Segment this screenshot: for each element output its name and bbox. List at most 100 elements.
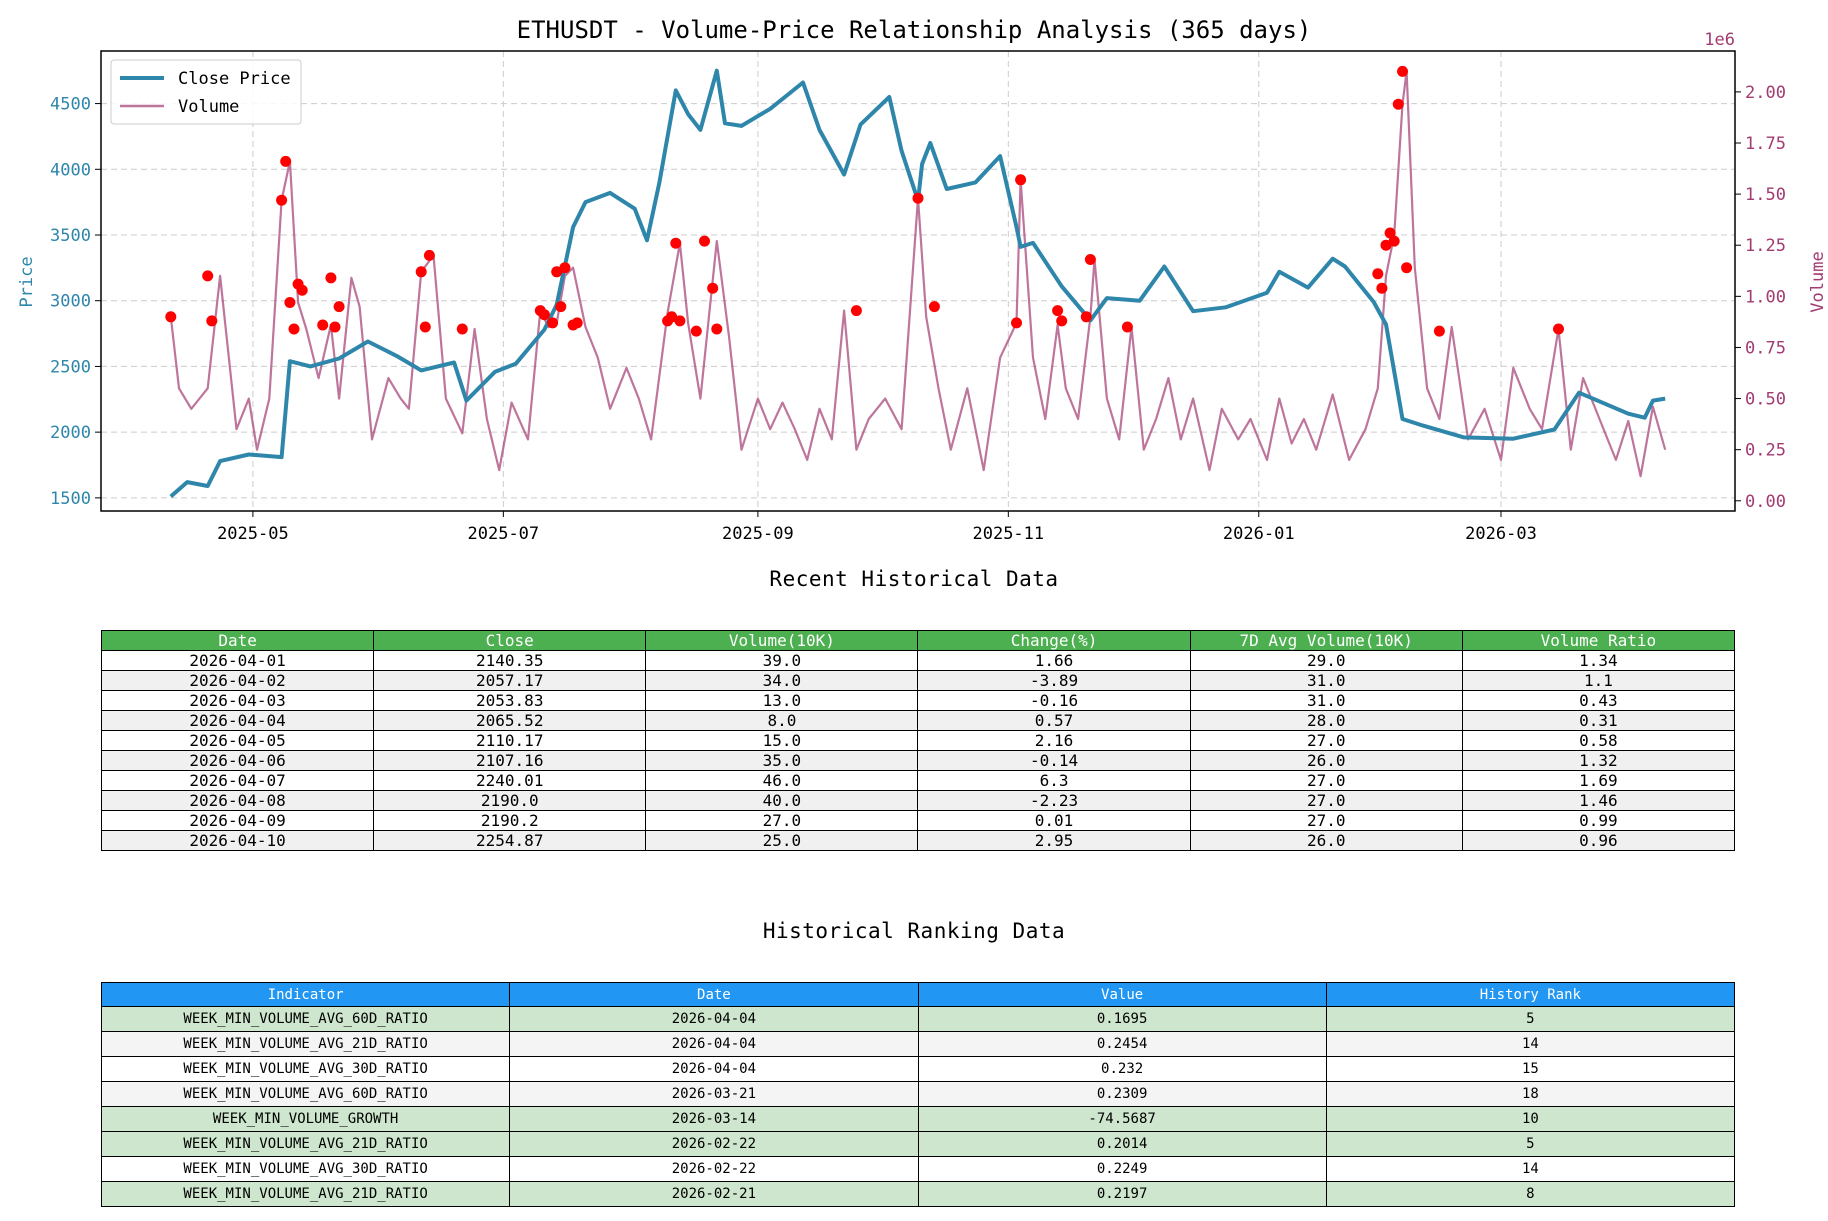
ranking-table-header-row: Indicator Date Value History Rank	[100, 982, 1736, 1007]
axes: 2025-05 2025-07 2025-09 2025-11 2026-01 2026-…	[50, 83, 1786, 544]
recent-table-cell: 27.0	[1189, 790, 1463, 811]
ranking-table-cell: 0.2309	[917, 1081, 1327, 1107]
volume-spike-point	[1084, 254, 1096, 265]
recent-table-cell: 1.34	[1461, 650, 1736, 671]
volume-spike-point	[551, 266, 563, 278]
volume-spike-point	[538, 309, 550, 321]
volume-spike-point	[1433, 325, 1445, 337]
ranking-table-cell: 10	[1325, 1106, 1736, 1132]
ranking-table-cell: 0.2249	[917, 1156, 1327, 1182]
y-axis-left-label: Price	[17, 256, 37, 307]
recent-table-cell: 0.57	[917, 710, 1191, 731]
recent-table-row: 2026-04-10 2254.87 25.0 2.95 26.0 0.96	[100, 830, 1736, 851]
recent-table-header-cell: 7D Avg Volume(10K)	[1189, 630, 1463, 651]
recent-table-header-cell: Close	[373, 630, 647, 651]
historical-ranking-table: Indicator Date Value History Rank WEEK_MIN_…	[100, 982, 1736, 1207]
recent-table-header-cell: Date	[100, 630, 375, 651]
y-left-tick-label: 3500	[50, 226, 91, 246]
ranking-table-cell: 2026-03-21	[509, 1081, 919, 1107]
legend-label-price: Close Price	[178, 69, 291, 89]
ranking-table-row: WEEK_MIN_VOLUME_AVG_21D_RATIO 2026-04-04 0…	[100, 1031, 1736, 1057]
volume-spike-point	[165, 311, 177, 323]
recent-table-cell: 40.0	[645, 790, 919, 811]
volume-spike-point	[1388, 235, 1400, 247]
ranking-table-cell: 14	[1325, 1156, 1736, 1182]
ranking-table-cell: 14	[1325, 1031, 1736, 1057]
y-right-tick-label: 1.75	[1745, 134, 1786, 154]
recent-table-cell: 15.0	[645, 730, 919, 751]
recent-table-header-cell: Volume(10K)	[645, 630, 919, 651]
volume-spike-point	[1015, 174, 1027, 186]
recent-table-cell: 0.31	[1461, 710, 1736, 731]
recent-table-cell: 25.0	[645, 830, 919, 851]
volume-spike-point	[1011, 317, 1022, 329]
recent-table-cell: 0.43	[1461, 690, 1736, 711]
recent-table-cell: 27.0	[1189, 770, 1463, 791]
y-left-tick-label: 1500	[50, 489, 91, 509]
volume-spike-point	[912, 192, 924, 204]
volume-spike-point	[456, 323, 468, 335]
volume-spike-point	[288, 323, 300, 335]
ranking-table-cell: 2026-03-14	[509, 1106, 919, 1132]
volume-series	[169, 70, 1667, 478]
recent-table-row: 2026-04-03 2053.83 13.0 -0.16 31.0 0.43	[100, 690, 1736, 711]
recent-table-header-row: Date Close Volume(10K) Change(%) 7D Avg Volu…	[100, 630, 1736, 651]
y-left-tick-label: 4500	[50, 95, 91, 115]
ranking-table-cell: WEEK_MIN_VOLUME_AVG_60D_RATIO	[100, 1081, 511, 1107]
y-left-tick-label: 4000	[50, 160, 91, 180]
recent-table-cell: 2026-04-01	[100, 650, 375, 671]
ranking-table-header-cell: Date	[509, 982, 919, 1007]
recent-table-cell: 2107.16	[373, 750, 647, 771]
x-tick-label: 2025-07	[468, 524, 540, 544]
volume-spike-point	[423, 249, 435, 261]
volume-spike-point	[1121, 321, 1133, 333]
recent-table-cell: 1.1	[1461, 670, 1736, 691]
ranking-table-cell: 2026-04-04	[509, 1056, 919, 1082]
volume-line	[169, 70, 1667, 478]
x-tick-label: 2026-01	[1223, 524, 1295, 544]
ranking-table-cell: 2026-04-04	[509, 1031, 919, 1057]
y-right-tick-label: 1.00	[1745, 287, 1786, 307]
ranking-table-cell: 8	[1325, 1181, 1736, 1207]
recent-table-title: Recent Historical Data	[769, 567, 1059, 591]
legend: Close Price Volume	[110, 59, 302, 125]
recent-table-cell: 0.58	[1461, 730, 1736, 751]
recent-historical-table: Date Close Volume(10K) Change(%) 7D Avg Volu…	[100, 630, 1736, 851]
volume-spike-point	[1384, 227, 1396, 239]
x-tick-label: 2025-05	[217, 524, 289, 544]
ranking-table-row: WEEK_MIN_VOLUME_AVG_60D_RATIO 2026-04-04 0…	[100, 1006, 1736, 1032]
y-left-tick-label: 3000	[50, 292, 91, 312]
recent-table-cell: 2026-04-09	[100, 810, 375, 831]
volume-spike-point	[850, 305, 862, 317]
ranking-table-cell: WEEK_MIN_VOLUME_AVG_21D_RATIO	[100, 1031, 511, 1057]
recent-table-cell: 46.0	[645, 770, 919, 791]
y-right-tick-label: 1.50	[1745, 185, 1786, 205]
ranking-table-cell: 2026-02-22	[509, 1131, 919, 1157]
recent-table-cell: 27.0	[645, 810, 919, 831]
volume-spike-point	[1052, 305, 1064, 317]
ranking-table-cell: 15	[1325, 1056, 1736, 1082]
recent-table-row: 2026-04-02 2057.17 34.0 -3.89 31.0 1.1	[100, 670, 1736, 691]
volume-spike-point	[1056, 315, 1068, 327]
recent-table-cell: 2.95	[917, 830, 1191, 851]
recent-table-cell: 2254.87	[373, 830, 647, 851]
volume-spike-point	[1397, 65, 1408, 77]
recent-table-cell: 1.66	[917, 650, 1191, 671]
volume-spike-point	[317, 319, 329, 331]
ranking-table-header-cell: Value	[917, 982, 1327, 1007]
recent-table-cell: 2240.01	[373, 770, 647, 791]
recent-table-cell: -3.89	[917, 670, 1191, 691]
recent-table-cell: 2190.2	[373, 810, 647, 831]
recent-table-cell: 2026-04-05	[100, 730, 375, 751]
recent-table-cell: 0.99	[1461, 810, 1736, 831]
volume-spike-point	[555, 301, 567, 313]
y-left-tick-label: 2500	[50, 357, 91, 377]
grid-lines	[101, 51, 1735, 511]
volume-spike-point	[329, 321, 341, 333]
ranking-table-cell: 0.1695	[917, 1006, 1327, 1032]
recent-table-cell: 31.0	[1189, 670, 1463, 691]
recent-table-cell: 2.16	[917, 730, 1191, 751]
volume-spike-point	[415, 266, 427, 278]
volume-spike-point	[1553, 323, 1564, 335]
recent-table-cell: 2026-04-02	[100, 670, 375, 691]
